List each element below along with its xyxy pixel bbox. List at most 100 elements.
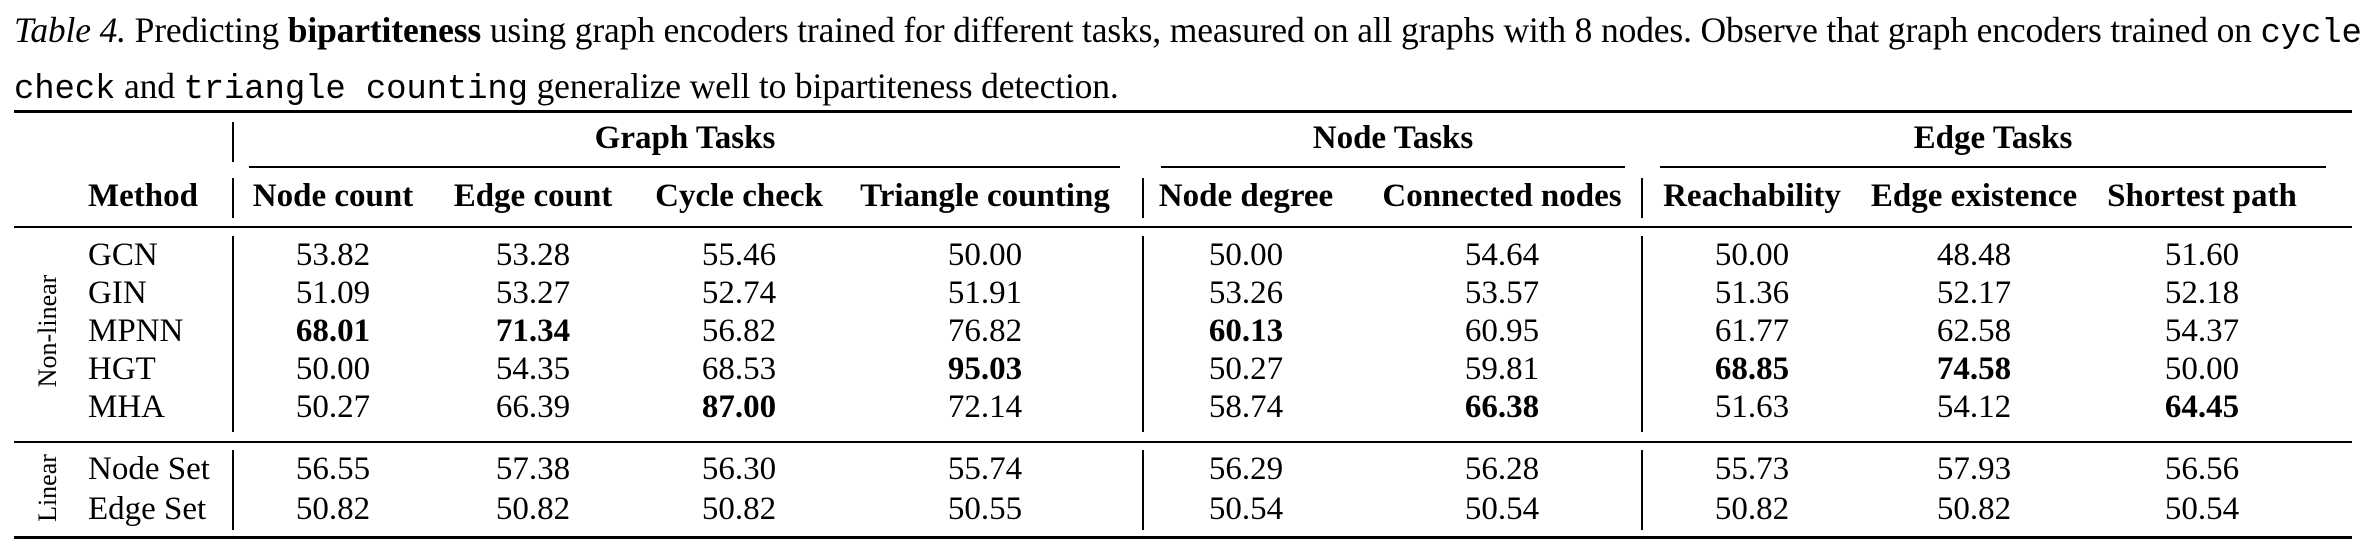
- caption-text-4: generalize well to bipartiteness detecti…: [527, 66, 1119, 106]
- table-cell: 54.35: [495, 351, 571, 387]
- row-method-gcn: GCN: [88, 237, 158, 273]
- table-cell: 57.38: [495, 451, 571, 487]
- table-cell: 76.82: [947, 313, 1023, 349]
- table-cell: 51.60: [2164, 237, 2240, 273]
- table-cell: 54.64: [1464, 237, 1540, 273]
- table-cell: 54.37: [2164, 313, 2240, 349]
- group-header-graph-tasks: Graph Tasks: [594, 120, 776, 156]
- table-cell: 50.55: [947, 491, 1023, 527]
- table-cell: 55.46: [701, 237, 777, 273]
- caption-code-2: triangle counting: [183, 71, 528, 109]
- table-bottom-rule: [14, 536, 2352, 539]
- table-cell: 68.01: [295, 313, 371, 349]
- table-cell: 54.12: [1936, 389, 2012, 425]
- method-separator-colheader: [232, 178, 234, 218]
- row-group-label-linear: Linear: [33, 454, 62, 522]
- table-cell: 50.00: [1714, 237, 1790, 273]
- table-cell: 50.00: [295, 351, 371, 387]
- method-separator-body1: [232, 236, 234, 432]
- node-separator-body2: [1142, 450, 1144, 530]
- edge-separator-body2: [1641, 450, 1643, 530]
- table-cell: 66.39: [495, 389, 571, 425]
- table-cell: 51.36: [1714, 275, 1790, 311]
- column-header-reachability: Reachability: [1663, 178, 1841, 214]
- table-cell: 66.38: [1464, 389, 1540, 425]
- table-cell: 56.56: [2164, 451, 2240, 487]
- table-cell: 57.93: [1936, 451, 2012, 487]
- caption-label: Table 4.: [14, 10, 126, 50]
- column-header-shortest-path: Shortest path: [2107, 178, 2297, 214]
- table-cell: 95.03: [947, 351, 1023, 387]
- column-header-edge-count: Edge count: [453, 178, 613, 214]
- table-cell: 50.27: [295, 389, 371, 425]
- caption-text-2: using graph encoders trained for differe…: [481, 10, 2261, 50]
- row-method-edge-set: Edge Set: [88, 491, 207, 527]
- header-bottom-rule: [14, 226, 2352, 228]
- table-cell: 87.00: [701, 389, 777, 425]
- table-cell: 53.82: [295, 237, 371, 273]
- column-header-triangle-counting: Triangle counting: [860, 178, 1110, 214]
- table-cell: 60.13: [1208, 313, 1284, 349]
- table-cell: 52.17: [1936, 275, 2012, 311]
- group-header-node-tasks: Node Tasks: [1312, 120, 1474, 156]
- table-cell: 53.27: [495, 275, 571, 311]
- node-separator-body1: [1142, 236, 1144, 432]
- column-header-node-degree: Node degree: [1158, 178, 1334, 214]
- edge-separator-colheader: [1641, 178, 1643, 218]
- table-cell: 56.30: [701, 451, 777, 487]
- column-header-cycle-check: Cycle check: [655, 178, 823, 214]
- table-cell: 52.18: [2164, 275, 2240, 311]
- edge-separator-body1: [1641, 236, 1643, 432]
- table-cell: 55.74: [947, 451, 1023, 487]
- table-top-rule: [14, 110, 2352, 113]
- table-cell: 68.53: [701, 351, 777, 387]
- table-cell: 50.27: [1208, 351, 1284, 387]
- table-cell: 68.85: [1714, 351, 1790, 387]
- table-cell: 50.82: [1714, 491, 1790, 527]
- table-cell: 50.82: [1936, 491, 2012, 527]
- table-cell: 51.63: [1714, 389, 1790, 425]
- caption-text-3: and: [115, 66, 184, 106]
- table-cell: 60.95: [1464, 313, 1540, 349]
- caption-bold-word: bipartiteness: [287, 10, 482, 50]
- table-caption: Table 4. Predicting bipartiteness using …: [14, 4, 2364, 116]
- table-cell: 50.82: [495, 491, 571, 527]
- row-method-mpnn: MPNN: [88, 313, 184, 349]
- graph-tasks-underline: [249, 166, 1120, 168]
- table-cell: 59.81: [1464, 351, 1540, 387]
- table-cell: 50.54: [2164, 491, 2240, 527]
- table-cell: 50.00: [2164, 351, 2240, 387]
- table-cell: 56.29: [1208, 451, 1284, 487]
- method-separator-header: [232, 122, 234, 162]
- node-separator-colheader: [1142, 178, 1144, 218]
- table-cell: 56.82: [701, 313, 777, 349]
- table-cell: 53.26: [1208, 275, 1284, 311]
- row-method-mha: MHA: [88, 389, 166, 425]
- table-cell: 52.74: [701, 275, 777, 311]
- table-cell: 71.34: [495, 313, 571, 349]
- table-cell: 64.45: [2164, 389, 2240, 425]
- table-cell: 56.55: [295, 451, 371, 487]
- row-method-hgt: HGT: [88, 351, 156, 387]
- table-cell: 48.48: [1936, 237, 2012, 273]
- table-cell: 51.09: [295, 275, 371, 311]
- method-separator-body2: [232, 450, 234, 530]
- table-cell: 50.82: [295, 491, 371, 527]
- table-cell: 55.73: [1714, 451, 1790, 487]
- table-cell: 50.82: [701, 491, 777, 527]
- column-header-connected-nodes: Connected nodes: [1382, 178, 1622, 214]
- node-tasks-underline: [1161, 166, 1625, 168]
- edge-tasks-underline: [1660, 166, 2326, 168]
- table-cell: 74.58: [1936, 351, 2012, 387]
- table-cell: 50.00: [1208, 237, 1284, 273]
- table-cell: 53.28: [495, 237, 571, 273]
- row-group-label-nonlinear: Non-linear: [33, 274, 62, 388]
- table-cell: 50.00: [947, 237, 1023, 273]
- table-cell: 61.77: [1714, 313, 1790, 349]
- table-cell: 51.91: [947, 275, 1023, 311]
- caption-text-1: Predicting: [125, 10, 288, 50]
- table-cell: 62.58: [1936, 313, 2012, 349]
- method-column-header: Method: [88, 178, 198, 214]
- table-cell: 72.14: [947, 389, 1023, 425]
